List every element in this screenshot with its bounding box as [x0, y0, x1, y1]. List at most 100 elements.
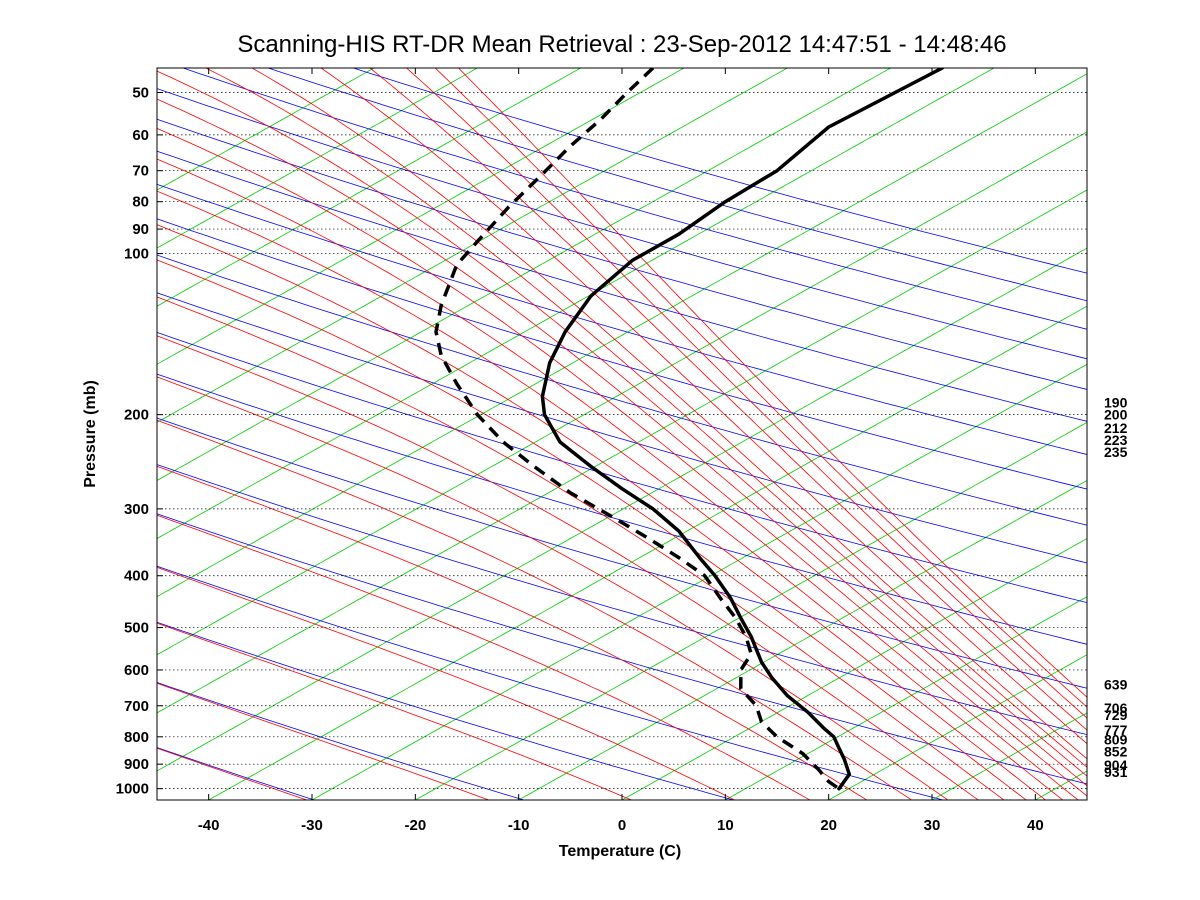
- y-axis-ticks: 50 60 70 80 90 100 200 300 400 500 600 700 800 900 100…: [116, 84, 149, 797]
- isotherm-line: [157, 68, 375, 191]
- y-tick-label: 90: [132, 221, 149, 238]
- isotherm-line: [157, 131, 1087, 656]
- isotherm-line: [157, 68, 892, 481]
- moist-adiabat-line: [157, 419, 913, 800]
- dry-adiabat-line: [352, 68, 1087, 274]
- isotherm-line: [157, 189, 1087, 714]
- right-level-label: 200: [1104, 407, 1128, 423]
- moist-adiabat-line: [157, 224, 1047, 800]
- right-level-label: 639: [1104, 677, 1128, 693]
- dry-adiabat-line: [157, 373, 1087, 645]
- right-level-label: 212: [1104, 420, 1128, 436]
- right-level-label: 235: [1104, 444, 1128, 460]
- y-axis-label: Pressure (mb): [82, 380, 99, 488]
- dry-adiabat-line: [157, 292, 1087, 564]
- y-tick-label: 200: [124, 407, 149, 424]
- dry-adiabat-line: [157, 513, 1087, 785]
- dry-adiabat-line: [157, 621, 735, 800]
- x-tick-label: 20: [820, 817, 837, 834]
- moist-adiabat-line: [157, 622, 633, 800]
- y-tick-label: 60: [132, 127, 149, 144]
- moist-adiabat-line: [157, 514, 811, 800]
- dry-adiabat-line: [157, 118, 1087, 390]
- isotherm-line: [311, 363, 1087, 800]
- x-axis-label: Temperature (C): [559, 843, 681, 860]
- moist-adiabat-line: [157, 376, 949, 800]
- x-tick-label: -10: [508, 817, 530, 834]
- x-tick-label: -20: [404, 817, 426, 834]
- dry-adiabat-line: [157, 464, 1087, 736]
- moist-adiabat-line: [157, 127, 1087, 797]
- profile-lines: [434, 68, 945, 791]
- isotherm-line: [207, 305, 1087, 800]
- y-tick-label: 80: [132, 194, 149, 211]
- isotherm-line: [621, 538, 1087, 800]
- y-tick-label: 500: [124, 620, 149, 637]
- moist-adiabat-line: [157, 465, 868, 800]
- moist-adiabat-line: [251, 68, 1087, 760]
- x-tick-label: 10: [717, 817, 734, 834]
- moist-adiabat-line: [157, 70, 1087, 777]
- moist-adiabat-line: [205, 68, 1087, 768]
- dry-adiabat-line: [157, 417, 1087, 689]
- dry-adiabat-line: [157, 183, 1087, 455]
- moist-adiabat-line: [157, 335, 979, 800]
- right-level-label: 729: [1104, 707, 1128, 723]
- dewpoint-profile-line: [434, 68, 840, 791]
- pressure-gridlines: [157, 91, 1087, 790]
- y-tick-label: 400: [124, 568, 149, 585]
- y-tick-label: 70: [132, 163, 149, 180]
- moist-adiabat-line: [434, 68, 1087, 708]
- x-tick-label: 0: [618, 817, 626, 834]
- moist-adiabat-line: [320, 68, 1087, 745]
- moist-adiabat-line: [157, 190, 1064, 800]
- x-tick-label: -40: [198, 817, 220, 834]
- isotherm-line: [157, 73, 1087, 598]
- x-tick-label: -30: [301, 817, 323, 834]
- isotherm-line: [517, 480, 1087, 800]
- moist-adiabat-line: [405, 68, 1087, 719]
- moist-adiabat-line: [157, 98, 1087, 787]
- dry-adiabat-line: [157, 565, 945, 800]
- x-tick-label: 40: [1027, 817, 1044, 834]
- right-level-label: 706: [1104, 700, 1128, 716]
- y-tick-label: 1000: [116, 781, 149, 798]
- isotherm-line: [157, 68, 995, 539]
- chart-title: Scanning-HIS RT-DR Mean Retrieval : 23-S…: [237, 31, 1006, 58]
- dry-adiabat-line: [157, 88, 1087, 360]
- isotherm-line: [827, 654, 1087, 800]
- right-level-label: 190: [1104, 395, 1128, 411]
- dry-adiabat-line: [157, 150, 1087, 422]
- right-level-label: 223: [1104, 432, 1128, 448]
- moist-adiabat-line: [457, 68, 1087, 698]
- right-level-label: 809: [1104, 731, 1128, 747]
- moist-adiabat-line: [157, 296, 1005, 800]
- temperature-profile-line: [540, 68, 945, 791]
- isotherm-line: [157, 68, 582, 307]
- y-tick-label: 50: [132, 84, 149, 101]
- x-axis-ticks: -40 -30 -20 -10 0 10 20 30 40: [198, 68, 1044, 834]
- dry-adiabat-line: [266, 68, 1087, 302]
- isotherm-line: [157, 68, 685, 365]
- moist-adiabat-line: [157, 259, 1027, 800]
- right-level-label: 904: [1104, 757, 1128, 773]
- isotherm-line: [724, 596, 1087, 800]
- background-lines: [157, 68, 1087, 800]
- dry-adiabat-line: [157, 218, 1087, 490]
- y-tick-label: 100: [124, 246, 149, 263]
- right-level-label: 931: [1104, 764, 1128, 780]
- moist-adiabat-line: [369, 68, 1087, 731]
- x-tick-label: 30: [924, 817, 941, 834]
- y-tick-label: 600: [124, 662, 149, 679]
- dry-adiabat-line: [157, 254, 1087, 526]
- dry-adiabat-line: [157, 331, 1087, 604]
- y-tick-label: 800: [124, 729, 149, 746]
- dry-adiabat-line: [181, 68, 1087, 330]
- y-tick-label: 700: [124, 698, 149, 715]
- isotherm-line: [414, 421, 1087, 800]
- right-level-label: 852: [1104, 743, 1128, 759]
- moist-adiabat-line: [157, 158, 1079, 800]
